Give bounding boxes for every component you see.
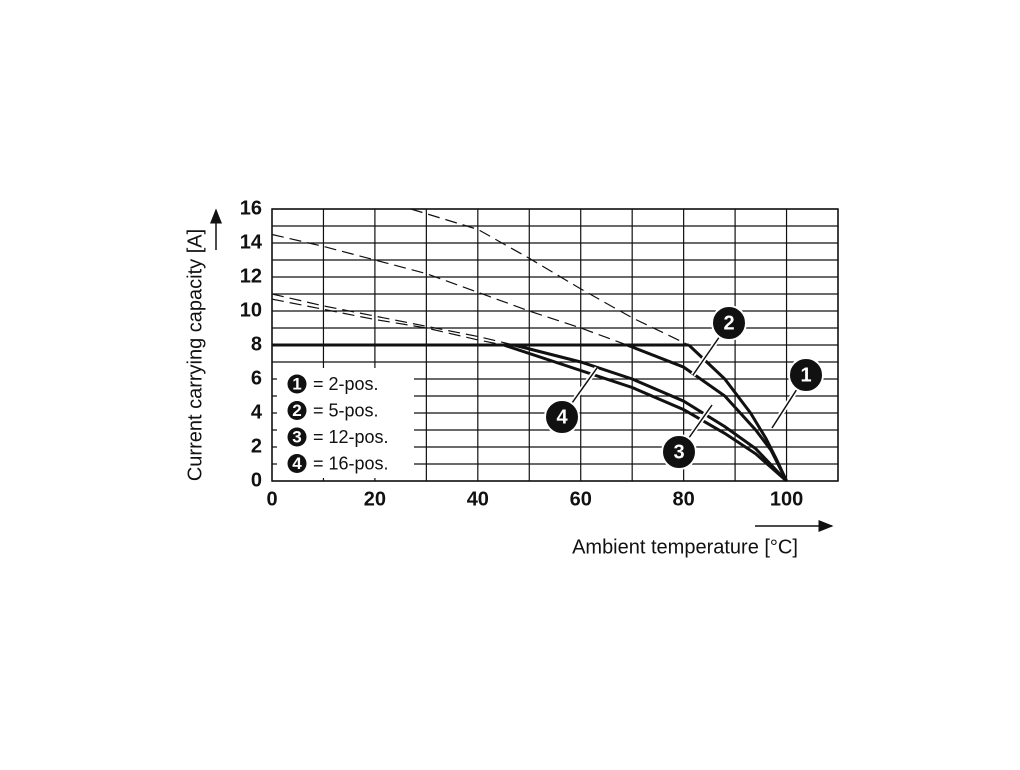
callout-circle	[788, 357, 824, 393]
legend-number: 3	[292, 427, 301, 446]
x-tick-label: 0	[266, 488, 277, 510]
y-tick-label: 6	[251, 367, 262, 389]
callout-circle	[711, 305, 747, 341]
legend-number: 2	[292, 401, 301, 420]
callout-number: 4	[556, 406, 568, 428]
legend-circle	[287, 401, 307, 420]
callout-circle	[544, 399, 580, 435]
legend-label: = 2-pos.	[313, 374, 379, 394]
callout-number: 3	[673, 441, 684, 463]
y-axis-label: Current carrying capacity [A]	[184, 229, 206, 481]
curve-dashed	[410, 208, 690, 346]
x-tick-label: 100	[770, 488, 803, 510]
legend-number: 1	[292, 374, 301, 393]
legend-label: = 12-pos.	[313, 427, 389, 447]
curve-dashed	[271, 293, 514, 346]
legend-label: = 16-pos.	[313, 453, 389, 473]
x-tick-label: 60	[570, 488, 592, 510]
curve-solid	[503, 343, 788, 483]
legend-label: = 5-pos.	[313, 400, 379, 420]
legend-number: 4	[292, 454, 302, 473]
y-tick-label: 16	[240, 197, 262, 219]
y-tick-label: 10	[240, 299, 262, 321]
y-tick-label: 2	[251, 435, 262, 457]
curve-solid	[513, 343, 788, 483]
x-tick-label: 20	[364, 488, 386, 510]
legend-circle	[287, 454, 307, 473]
y-tick-label: 8	[251, 333, 262, 355]
x-axis-label: Ambient temperature [°C]	[572, 536, 798, 558]
legend-circle	[287, 427, 307, 447]
curve-solid	[626, 343, 788, 482]
x-tick-label: 40	[467, 488, 489, 510]
legend-circle	[287, 374, 307, 394]
y-tick-label: 4	[251, 401, 263, 423]
callout-number: 2	[723, 312, 734, 334]
y-tick-label: 0	[251, 469, 262, 491]
y-tick-label: 12	[240, 265, 262, 287]
y-tick-label: 14	[240, 231, 263, 253]
curve-dashed	[271, 298, 504, 346]
plot-frame	[271, 208, 839, 482]
curve-dashed	[271, 233, 628, 346]
callout-number: 1	[800, 364, 811, 386]
callout-circle	[661, 434, 697, 470]
x-tick-label: 80	[673, 488, 695, 510]
